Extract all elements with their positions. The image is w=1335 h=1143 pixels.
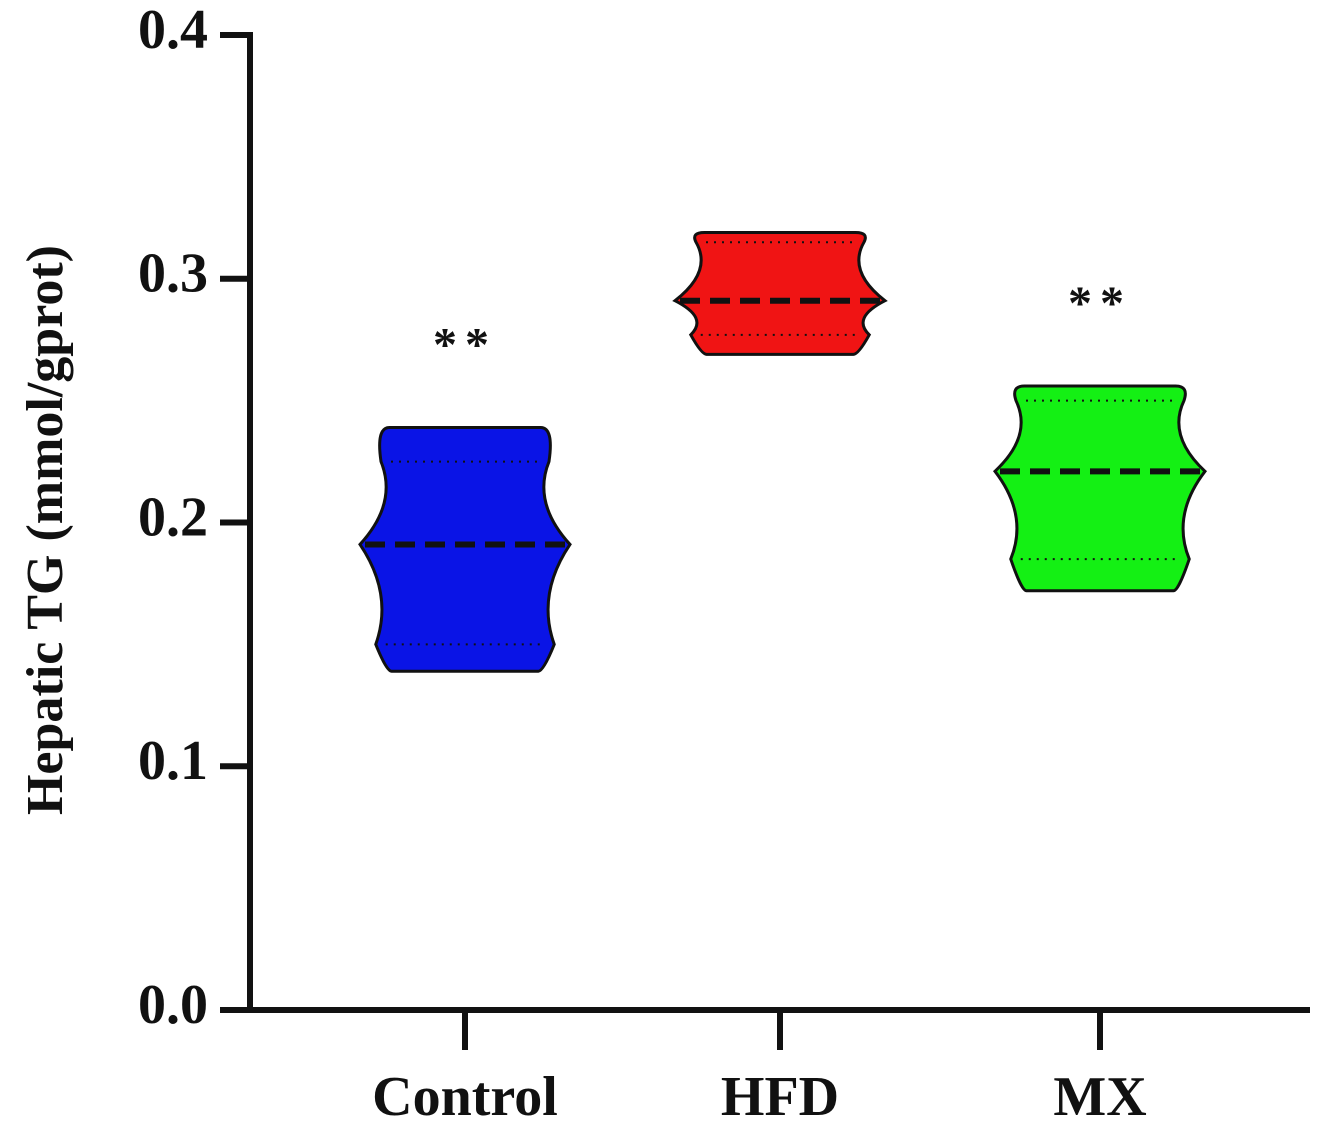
y-tick-label: 0.2 xyxy=(138,486,208,548)
violin xyxy=(672,230,888,356)
y-axis-label: Hepatic TG (mmol/gprot) xyxy=(17,245,74,815)
y-tick-label: 0.4 xyxy=(138,0,208,61)
violin xyxy=(992,384,1208,593)
y-tick-label: 0.3 xyxy=(138,243,208,305)
x-tick-label: MX xyxy=(1053,1066,1146,1128)
significance-annotation: ** xyxy=(1068,277,1132,330)
x-tick-label: HFD xyxy=(721,1066,839,1128)
significance-annotation: ** xyxy=(433,318,497,371)
x-tick-label: Control xyxy=(372,1066,558,1128)
y-tick-label: 0.1 xyxy=(138,730,208,792)
violin xyxy=(358,425,572,673)
y-tick-label: 0.0 xyxy=(138,974,208,1036)
